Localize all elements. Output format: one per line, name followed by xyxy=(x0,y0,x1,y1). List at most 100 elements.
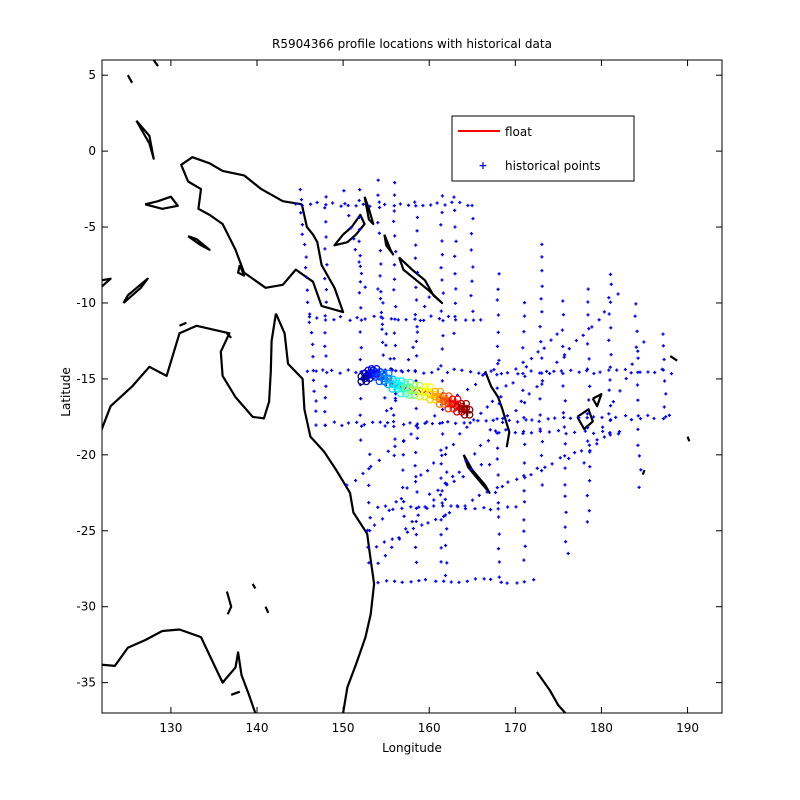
historical-point xyxy=(500,484,504,489)
historical-point xyxy=(376,193,380,197)
coastline-segment xyxy=(102,628,257,713)
historical-point xyxy=(312,389,316,393)
historical-point xyxy=(414,379,418,383)
historical-point xyxy=(607,312,611,316)
historical-point xyxy=(345,483,349,487)
historical-point xyxy=(372,523,377,527)
historical-point xyxy=(563,399,567,403)
historical-point xyxy=(439,462,443,466)
historical-point xyxy=(522,558,526,562)
historical-point xyxy=(453,254,457,258)
historical-point xyxy=(376,178,380,182)
historical-point xyxy=(371,420,375,424)
historical-point xyxy=(389,406,393,411)
historical-point xyxy=(477,371,481,375)
historical-point xyxy=(542,346,546,350)
historical-point xyxy=(495,386,499,390)
historical-point xyxy=(457,580,461,584)
historical-point xyxy=(368,516,372,520)
historical-point xyxy=(417,505,421,509)
coastline-segment xyxy=(226,332,233,339)
historical-point xyxy=(315,316,319,320)
historical-point xyxy=(377,231,381,235)
historical-point xyxy=(451,474,455,479)
historical-point xyxy=(473,452,477,456)
historical-point xyxy=(417,579,421,583)
historical-point xyxy=(304,255,308,259)
historical-point xyxy=(423,304,427,309)
historical-point xyxy=(511,381,515,385)
historical-point xyxy=(361,202,365,206)
historical-point xyxy=(392,413,396,417)
historical-point xyxy=(398,202,402,206)
historical-point xyxy=(358,254,362,258)
historical-point xyxy=(636,443,640,447)
historical-point xyxy=(505,581,509,585)
historical-point xyxy=(452,367,456,371)
historical-point xyxy=(441,319,445,323)
historical-point xyxy=(360,424,364,428)
historical-point xyxy=(368,204,372,208)
historical-point xyxy=(608,272,613,276)
historical-point xyxy=(423,421,427,425)
coastline-segment xyxy=(669,355,678,362)
historical-point xyxy=(607,368,611,372)
coastline-segment xyxy=(363,196,375,226)
historical-point xyxy=(392,277,397,281)
historical-point xyxy=(439,266,443,270)
coastline-segment xyxy=(576,408,594,431)
historical-point xyxy=(540,356,544,360)
historical-point xyxy=(493,490,498,495)
historical-point xyxy=(416,513,420,517)
historical-point xyxy=(577,370,581,374)
historical-point xyxy=(497,575,501,579)
historical-point xyxy=(324,220,328,224)
historical-point xyxy=(381,316,385,320)
historical-point xyxy=(414,506,418,510)
historical-point xyxy=(439,223,443,227)
historical-point xyxy=(427,492,432,496)
historical-point xyxy=(355,316,359,320)
historical-point xyxy=(367,501,371,505)
historical-point xyxy=(382,540,386,544)
historical-point xyxy=(454,287,458,291)
historical-point xyxy=(415,270,420,274)
historical-point xyxy=(481,373,485,377)
historical-point xyxy=(383,202,387,207)
historical-point xyxy=(376,561,380,565)
historical-point xyxy=(386,449,390,453)
historical-point xyxy=(614,415,618,419)
historical-point xyxy=(564,510,568,514)
historical-point xyxy=(413,313,417,317)
x-tick-label: 130 xyxy=(159,721,182,735)
historical-point xyxy=(331,201,335,205)
historical-point xyxy=(583,429,587,433)
historical-point xyxy=(567,456,571,461)
historical-point xyxy=(413,317,417,321)
historical-point xyxy=(386,421,390,425)
historical-point xyxy=(527,392,531,396)
historical-point xyxy=(404,527,408,531)
historical-point xyxy=(563,454,567,458)
historical-point xyxy=(661,368,665,372)
historical-point xyxy=(607,388,611,392)
historical-point xyxy=(447,511,451,515)
historical-point xyxy=(457,470,461,474)
historical-point xyxy=(358,413,362,417)
y-tick-label: 5 xyxy=(88,68,96,82)
historical-point xyxy=(478,443,483,448)
historical-point xyxy=(538,429,542,433)
y-tick-label: -10 xyxy=(76,296,96,310)
historical-point xyxy=(380,327,384,331)
historical-point xyxy=(455,504,459,508)
historical-point xyxy=(443,497,447,501)
historical-point xyxy=(637,485,641,489)
historical-point xyxy=(376,287,380,291)
historical-point xyxy=(414,533,418,537)
historical-point xyxy=(600,415,604,420)
historical-point xyxy=(314,369,318,373)
historical-point xyxy=(405,530,410,534)
historical-point xyxy=(669,372,674,376)
historical-point xyxy=(563,466,567,470)
